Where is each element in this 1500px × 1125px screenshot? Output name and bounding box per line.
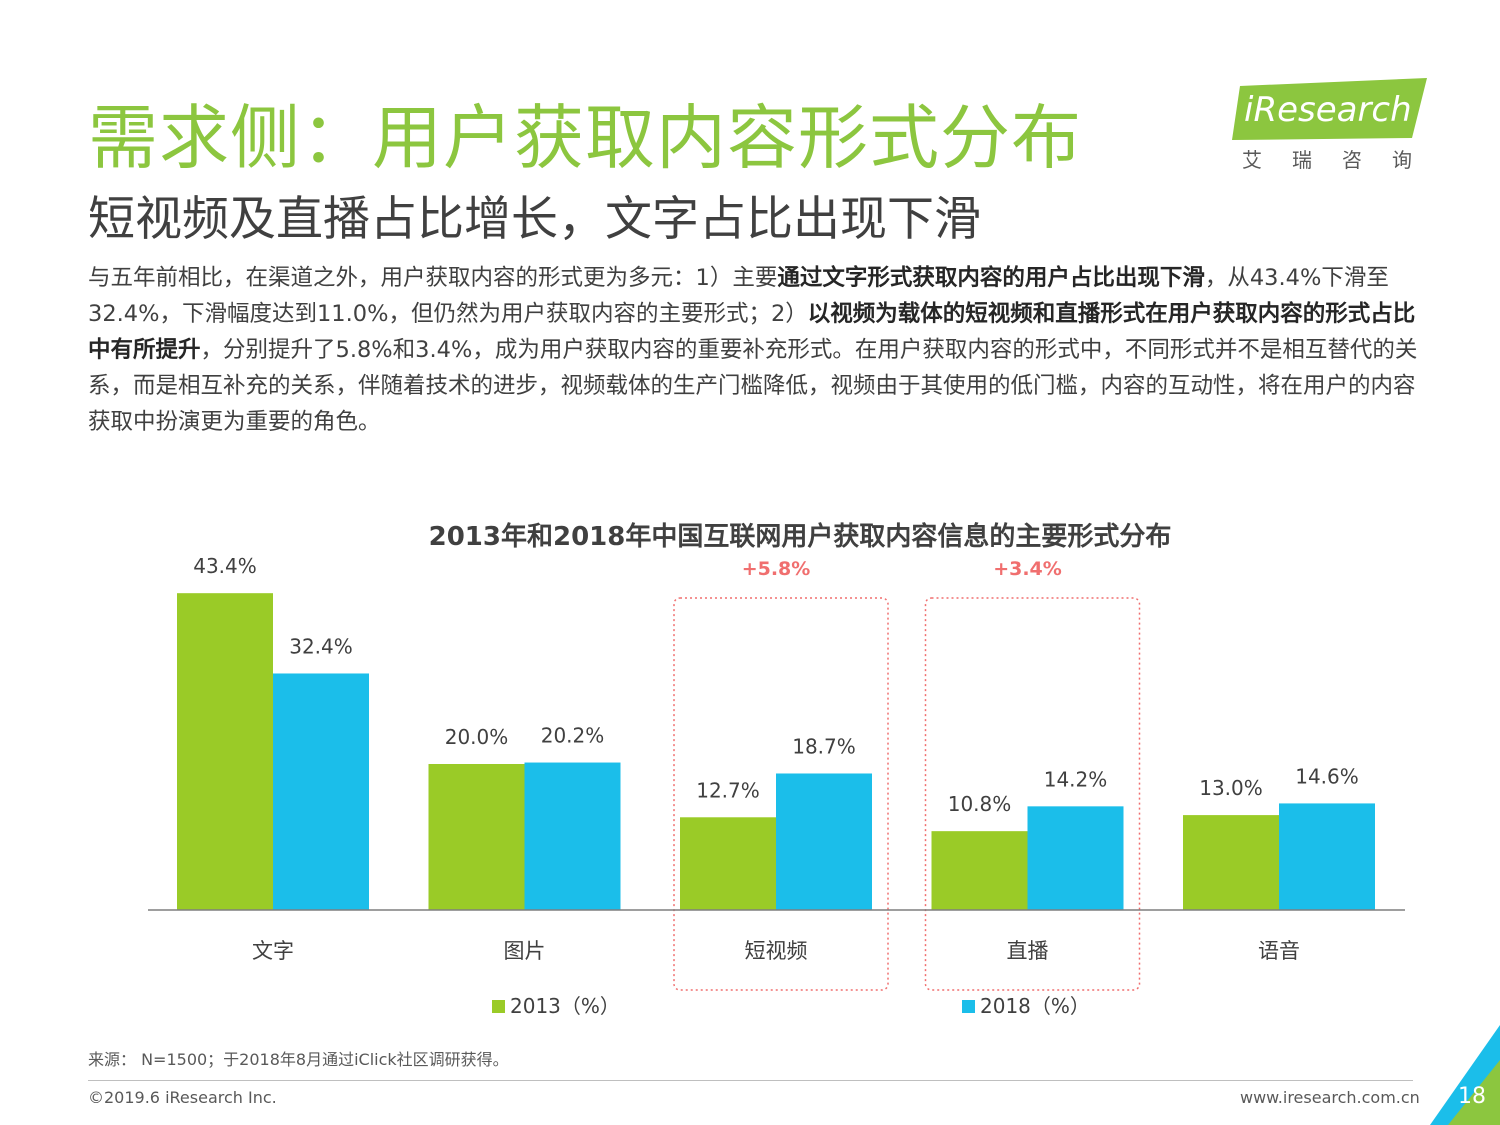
- data-label: 13.0%: [1199, 776, 1263, 800]
- bar: [931, 831, 1028, 910]
- legend-label: 2013（%）: [510, 994, 620, 1018]
- intro-paragraph: 与五年前相比，在渠道之外，用户获取内容的形式更为多元：1）主要通过文字形式获取内…: [88, 260, 1428, 440]
- chart-title: 2013年和2018年中国互联网用户获取内容信息的主要形式分布: [429, 521, 1172, 552]
- paragraph-segment: 与五年前相比，在渠道之外，用户获取内容的形式更为多元：1）主要: [88, 265, 778, 291]
- bar: [680, 817, 776, 910]
- paragraph-segment: ，分别提升了5.8%和3.4%，成为用户获取内容的重要补充形式。在用户获取内容的…: [88, 337, 1418, 435]
- paragraph-segment: 通过文字形式获取内容的用户占比出现下滑: [777, 265, 1205, 291]
- data-label: 32.4%: [289, 634, 353, 658]
- website-link[interactable]: www.iresearch.com.cn: [1240, 1088, 1420, 1107]
- bar: [524, 762, 621, 910]
- category-label: 文字: [252, 939, 294, 963]
- category-label: 直播: [1007, 939, 1049, 963]
- data-label: 10.8%: [948, 792, 1012, 816]
- page-title: 需求侧：用户获取内容形式分布: [88, 97, 1082, 179]
- highlight-box: [673, 597, 889, 991]
- bar: [1027, 806, 1124, 910]
- data-label: 14.6%: [1295, 764, 1359, 788]
- iresearch-logo: iResearch 艾瑞咨询: [1232, 78, 1427, 178]
- page-subtitle: 短视频及直播占比增长，文字占比出现下滑: [88, 192, 981, 247]
- category-label: 语音: [1258, 939, 1300, 963]
- bar: [428, 764, 525, 910]
- annotation-label: +5.8%: [742, 558, 811, 580]
- corner-decoration: [1430, 1025, 1500, 1125]
- copyright: ©2019.6 iResearch Inc.: [88, 1088, 277, 1107]
- data-label: 14.2%: [1044, 767, 1108, 791]
- logo-banner-shape: [1232, 78, 1427, 140]
- category-label: 短视频: [745, 939, 808, 963]
- footer-divider: [88, 1080, 1413, 1081]
- data-label: 12.7%: [696, 778, 760, 802]
- source-note: 来源： N=1500；于2018年8月通过iClick社区调研获得。: [88, 1050, 509, 1069]
- data-label: 20.0%: [445, 725, 509, 749]
- legend-swatch: [962, 1000, 975, 1013]
- legend-swatch: [492, 1000, 505, 1013]
- paragraph-segment: ，从43.4%下滑至32.4%，下滑幅度达到11.0%，但仍然为用户获取内容的主…: [88, 265, 1389, 327]
- bar: [177, 593, 273, 910]
- legend-label: 2018（%）: [980, 994, 1090, 1018]
- logo-text: iResearch: [1244, 90, 1412, 130]
- logo-subtitle: 艾瑞咨询: [1242, 148, 1442, 172]
- bar: [1279, 803, 1375, 910]
- bar: [776, 773, 872, 910]
- bar: [1183, 815, 1279, 910]
- bar: [273, 673, 369, 910]
- category-label: 图片: [504, 939, 546, 963]
- highlight-box: [924, 597, 1141, 991]
- paragraph-segment: 以视频为载体的短视频和直播形式在用户获取内容的形式占比中有所提升: [88, 301, 1416, 363]
- annotation-label: +3.4%: [993, 558, 1062, 580]
- page-number: 18: [1458, 1084, 1486, 1109]
- data-label: 20.2%: [541, 724, 605, 748]
- data-label: 43.4%: [193, 554, 257, 578]
- data-label: 18.7%: [792, 734, 856, 758]
